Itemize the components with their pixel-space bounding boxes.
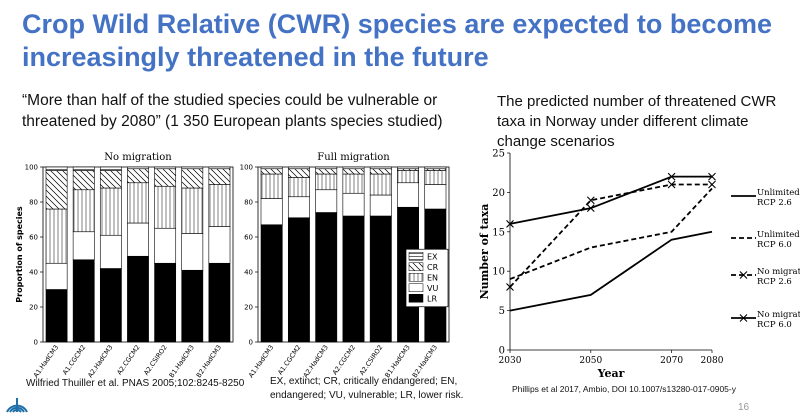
- legend-label-vu: VU: [427, 284, 438, 293]
- legend-label-ex: EX: [427, 252, 438, 261]
- y-tick-label: 15: [492, 227, 505, 238]
- point-no-migration-rcp-6-0-2070: [667, 172, 676, 181]
- bar-ex-a1-cgcm2: [72, 166, 95, 171]
- y-tick-label: 0: [249, 339, 253, 347]
- citation-phillips: Phillips et al 2017, Ambio, DOI 10.1007/…: [512, 384, 736, 394]
- point-no-migration-rcp-2-6-2050: [586, 196, 595, 205]
- y-tick-label: 0: [34, 339, 38, 347]
- y-tick-label: 100: [25, 164, 38, 172]
- legend-label-no-migration-rcp-6-0: No migrationRCP 6.0: [757, 310, 800, 330]
- bar-ex-a2-cgcm2: [342, 166, 365, 170]
- legend-label-lr: LR: [427, 294, 437, 303]
- bar-ex-a2-cgcm2: [127, 166, 149, 170]
- legend-swatch-ex: [408, 252, 424, 261]
- point-no-migration-rcp-6-0-2030: [506, 220, 514, 228]
- legend-marker-no-migration-rcp-2-6: [739, 271, 748, 279]
- bar-ex-a1-hadcm3: [45, 166, 68, 171]
- x-tick-label: 2070: [660, 356, 683, 366]
- legend-label-en: EN: [427, 273, 438, 282]
- chart-title: Full migration: [317, 152, 390, 163]
- bar-ex-a2-csiro2: [154, 166, 177, 170]
- x-axis-label: Year: [597, 367, 625, 380]
- threat-category-legend-note: EX, extinct; CR, critically endangered; …: [270, 376, 464, 401]
- y-tick-label: 60: [244, 234, 253, 242]
- citation-thuiller: Wilfried Thuiller et al. PNAS 2005;102:8…: [26, 378, 245, 389]
- y-tick-label: 10: [492, 267, 505, 278]
- legend-swatch-lr: [408, 294, 424, 303]
- x-tick-label: 2050: [579, 356, 602, 366]
- y-tick-label: 20: [492, 188, 505, 199]
- point-no-migration-rcp-2-6-2030: [506, 283, 514, 291]
- point-no-migration-rcp-2-6-2070: [667, 180, 676, 189]
- legend-swatch-vu: [408, 283, 424, 292]
- bar-ex-a2-hadcm3: [99, 166, 122, 171]
- quote-text: “More than half of the studied species c…: [22, 92, 443, 130]
- y-tick-label: 5: [499, 306, 505, 317]
- y-tick-label: 80: [244, 199, 253, 207]
- x-tick-label: 2080: [701, 356, 724, 366]
- legend-label-no-migration-rcp-2-6: No migrationRCP 2.6: [757, 267, 800, 287]
- legend-label-unlimited-migration-rcp-6-0: Unlimited migrationRCP 6.0: [757, 230, 800, 250]
- series-line-no-migration-rcp-6-0: [509, 175, 712, 225]
- series-line-unlimited-migration-rcp-6-0: [509, 187, 713, 280]
- y-tick-label: 60: [29, 234, 38, 242]
- point-no-migration-rcp-6-0-2050: [586, 204, 595, 213]
- bar-ex-b2-hadcm3: [424, 166, 447, 170]
- bar-ex-a2-hadcm3: [315, 166, 338, 170]
- point-no-migration-rcp-6-0-2080: [708, 172, 716, 181]
- legend-swatch-en: [408, 273, 424, 282]
- prediction-caption: The predicted number of threatened CWR t…: [497, 93, 777, 150]
- bar-ex-a1-cgcm2: [287, 166, 310, 170]
- y-tick-label: 40: [244, 269, 253, 277]
- y-tick-label: 25: [492, 149, 505, 160]
- bar-ex-a1-hadcm3: [260, 166, 283, 170]
- legend-marker-no-migration-rcp-6-0: [739, 314, 748, 322]
- series-line-unlimited-migration-rcp-2-6: [509, 230, 713, 312]
- y-tick-label: 20: [244, 304, 253, 312]
- slide-title: Crop Wild Relative (CWR) species are exp…: [22, 9, 772, 72]
- bar-ex-b2-hadcm3: [208, 166, 231, 170]
- y-tick-label: 80: [29, 199, 38, 207]
- y-axis-label: Proportion of species: [15, 206, 24, 303]
- y-tick-label: 0: [499, 346, 505, 357]
- x-tick-label: 2030: [499, 356, 522, 366]
- legend-label-unlimited-migration-rcp-2-6: Unlimited migrationRCP 2.6: [757, 188, 800, 208]
- chart-title: No migration: [104, 152, 172, 163]
- legend-swatch-cr: [408, 262, 424, 271]
- point-no-migration-rcp-2-6-2080: [708, 180, 716, 189]
- y-tick-label: 100: [240, 164, 253, 172]
- y-axis-label: Number of taxa: [478, 204, 491, 300]
- series-line-no-migration-rcp-2-6: [509, 183, 712, 288]
- legend-label-cr: CR: [427, 263, 439, 272]
- bar-ex-b1-hadcm3: [397, 166, 420, 170]
- bar-ex-a2-csiro2: [369, 166, 392, 170]
- y-tick-label: 40: [29, 269, 38, 277]
- page-number: 16: [738, 402, 750, 413]
- y-tick-label: 20: [29, 304, 38, 312]
- bar-ex-b1-hadcm3: [181, 166, 204, 170]
- institution-logo-icon: [6, 398, 28, 413]
